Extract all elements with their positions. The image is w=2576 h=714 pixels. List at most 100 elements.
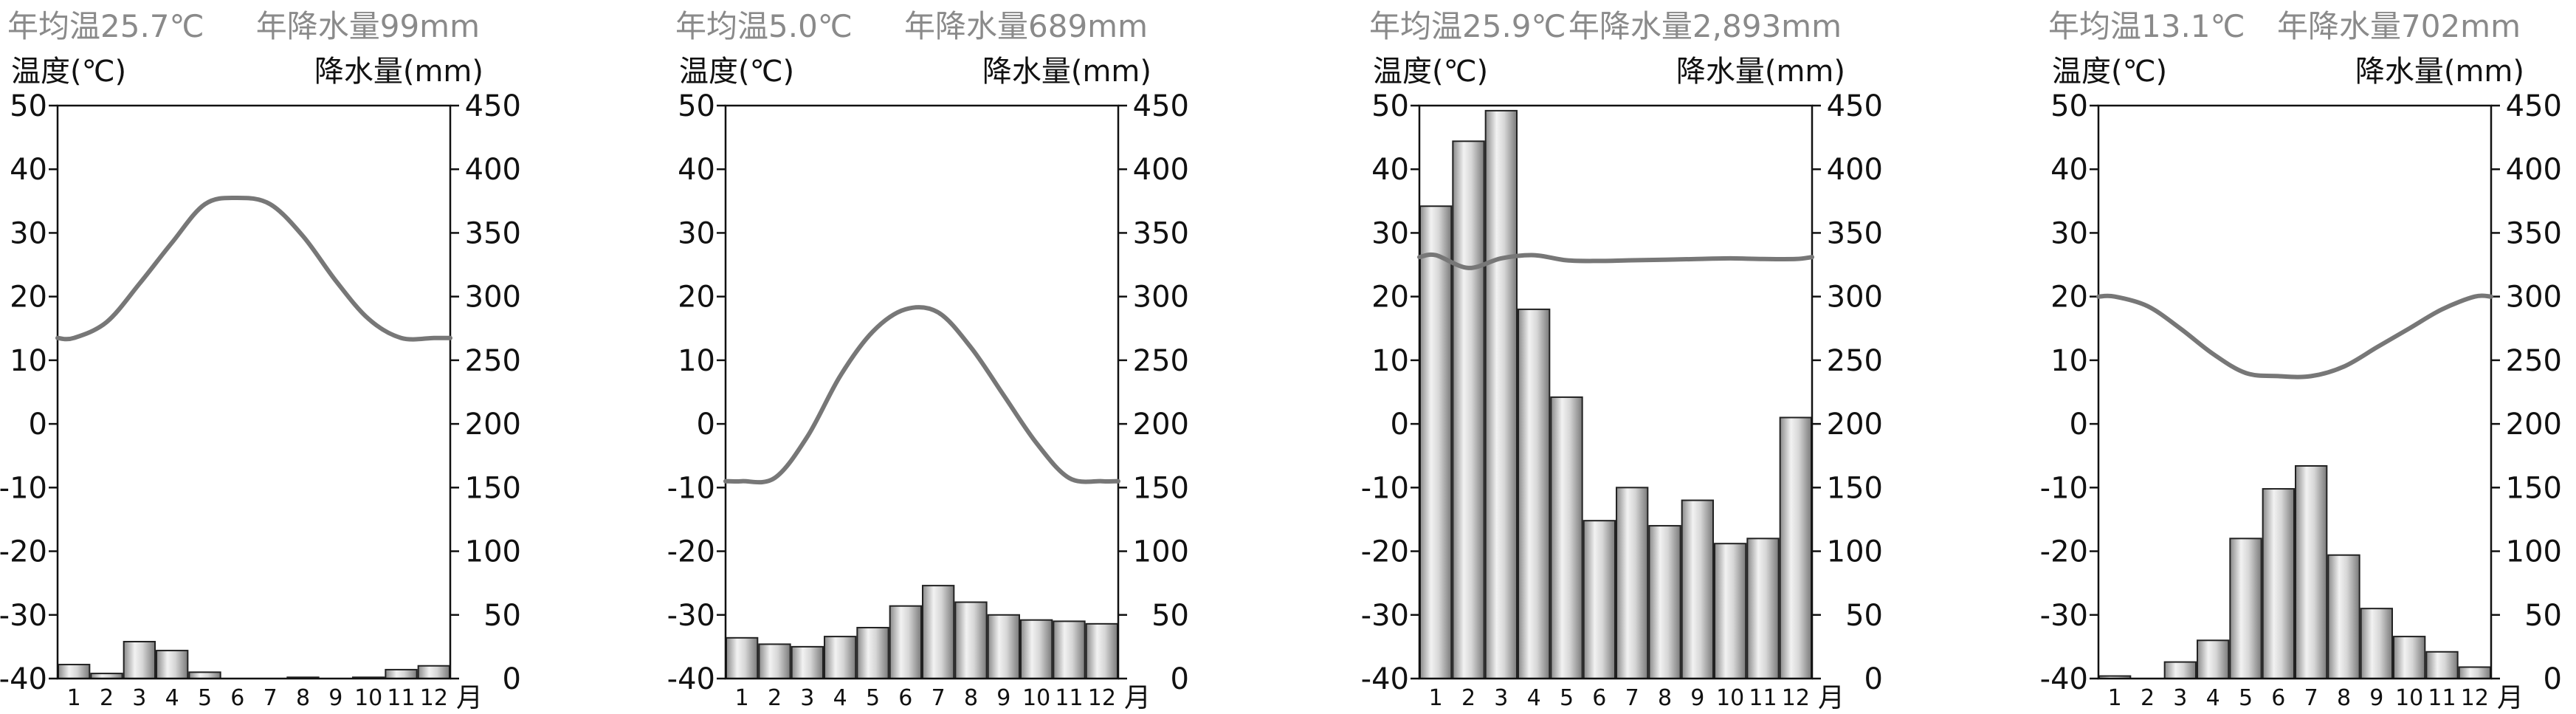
month-label: 6	[230, 685, 244, 711]
month-label: 12	[2461, 685, 2489, 711]
precip-tick-label: 450	[1827, 89, 1883, 123]
precip-bar-6	[1584, 521, 1615, 679]
precip-bar-9	[1682, 501, 1713, 679]
left-axis-title: 温度(℃)	[2052, 55, 2167, 89]
month-label: 4	[833, 685, 847, 711]
right-axis-title: 降水量(mm)	[982, 55, 1151, 89]
precip-bar-6	[2263, 489, 2294, 679]
month-label: 10	[1022, 685, 1050, 711]
precip-bar-5	[1551, 397, 1582, 679]
month-label: 5	[866, 685, 880, 711]
temp-tick-label: -20	[2041, 535, 2088, 569]
month-label: 9	[2369, 685, 2383, 711]
precip-tick-label: 150	[1133, 471, 1189, 505]
precip-tick-label: 350	[465, 216, 521, 250]
precip-bar-1	[1420, 206, 1451, 679]
month-label: 2	[768, 685, 782, 711]
precip-tick-label: 0	[503, 662, 521, 696]
annual-precip-label: 年降水量689mm	[904, 8, 1148, 44]
temp-tick-label: -20	[668, 535, 715, 569]
month-label: 2	[100, 685, 114, 711]
temp-tick-label: 0	[2070, 408, 2088, 442]
temp-tick-label: 20	[2050, 281, 2088, 315]
month-label: 3	[2173, 685, 2187, 711]
temp-tick-label: 20	[1371, 281, 1409, 315]
temp-tick-label: -30	[2041, 599, 2088, 633]
month-label: 8	[1658, 685, 1672, 711]
month-label: 5	[2239, 685, 2253, 711]
precip-bar-5	[189, 672, 220, 679]
precip-tick-label: 100	[465, 535, 521, 569]
temp-tick-label: -20	[0, 535, 47, 569]
precip-tick-label: 400	[1827, 153, 1883, 187]
precip-bar-6	[890, 606, 921, 679]
temp-tick-label: 20	[10, 281, 47, 315]
precip-tick-label: 200	[2506, 408, 2562, 442]
temp-tick-label: 30	[1371, 216, 1409, 250]
precip-tick-label: 450	[2506, 89, 2562, 123]
precip-bar-7	[923, 586, 954, 679]
precip-tick-label: 300	[2506, 281, 2562, 315]
precip-bar-5	[857, 628, 888, 679]
month-label: 1	[2108, 685, 2122, 711]
left-axis-title: 温度(℃)	[1373, 55, 1488, 89]
precip-bar-3	[1486, 111, 1517, 679]
temp-tick-label: 30	[2050, 216, 2088, 250]
month-label: 5	[1560, 685, 1574, 711]
precip-bar-9	[988, 615, 1019, 679]
precip-bar-12	[1780, 417, 1811, 679]
temperature-line	[2098, 295, 2491, 377]
precip-bar-7	[1616, 487, 1647, 679]
temp-tick-label: 0	[697, 408, 715, 442]
right-axis-title: 降水量(mm)	[314, 55, 483, 89]
month-label: 7	[931, 685, 946, 711]
left-axis-title: 温度(℃)	[11, 55, 126, 89]
right-axis-title: 降水量(mm)	[2355, 55, 2524, 89]
precip-bar-12	[2459, 667, 2490, 679]
temp-tick-label: -40	[0, 662, 47, 696]
month-label: 11	[2428, 685, 2456, 711]
plot-frame	[58, 106, 450, 679]
precip-tick-label: 50	[483, 599, 521, 633]
temp-tick-label: 50	[2050, 89, 2088, 123]
precip-bar-12	[1086, 624, 1117, 679]
month-label: 4	[2206, 685, 2220, 711]
month-label: 1	[67, 685, 81, 711]
month-label: 4	[165, 685, 179, 711]
temp-tick-label: 10	[10, 344, 47, 378]
month-label: 9	[1690, 685, 1704, 711]
temp-tick-label: -40	[668, 662, 715, 696]
temp-tick-label: -10	[0, 471, 47, 505]
precip-tick-label: 300	[1133, 281, 1189, 315]
precip-bar-10	[2394, 636, 2425, 679]
precip-bar-4	[824, 636, 855, 679]
precip-tick-label: 100	[1827, 535, 1883, 569]
month-label: 7	[1625, 685, 1639, 711]
month-label: 10	[1716, 685, 1744, 711]
precip-tick-label: 100	[2506, 535, 2562, 569]
precip-tick-label: 200	[465, 408, 521, 442]
temp-tick-label: 10	[1371, 344, 1409, 378]
month-label: 11	[1055, 685, 1083, 711]
precip-tick-label: 400	[1133, 153, 1189, 187]
month-label: 6	[898, 685, 912, 711]
month-label: 6	[1592, 685, 1606, 711]
temp-tick-label: -40	[1362, 662, 1409, 696]
precip-bar-3	[792, 647, 823, 679]
precip-tick-label: 350	[2506, 216, 2562, 250]
temp-tick-label: 50	[1371, 89, 1409, 123]
temp-tick-label: -10	[1362, 471, 1409, 505]
temp-tick-label: 20	[678, 281, 715, 315]
precip-bar-12	[419, 666, 450, 679]
month-label: 7	[264, 685, 278, 711]
precip-bar-2	[1453, 141, 1484, 679]
temp-tick-label: 0	[1391, 408, 1409, 442]
mean-temp-label: 年均温25.9℃	[1369, 8, 1566, 44]
temp-tick-label: 10	[678, 344, 715, 378]
temp-tick-label: 40	[2050, 153, 2088, 187]
month-label: 6	[2271, 685, 2285, 711]
precip-tick-label: 400	[2506, 153, 2562, 187]
